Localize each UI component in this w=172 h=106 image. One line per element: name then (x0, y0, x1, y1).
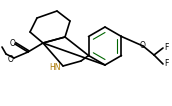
Text: O: O (10, 38, 16, 47)
Text: O: O (140, 40, 146, 50)
Text: O: O (8, 54, 14, 63)
Text: HN: HN (50, 63, 61, 72)
Text: F: F (164, 43, 168, 52)
Text: F: F (164, 59, 168, 68)
